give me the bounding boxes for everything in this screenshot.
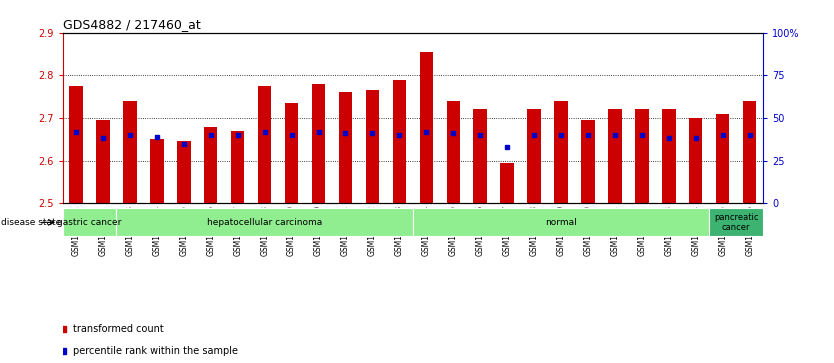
Bar [63, 208, 117, 236]
Bar [420, 52, 433, 203]
Text: transformed count: transformed count [73, 324, 163, 334]
Bar [636, 109, 649, 203]
Bar [123, 101, 137, 203]
Bar [474, 109, 487, 203]
Bar [96, 120, 110, 203]
Bar [716, 114, 730, 203]
Text: hepatocellular carcinoma: hepatocellular carcinoma [207, 218, 322, 227]
Bar [662, 109, 676, 203]
Bar [339, 93, 352, 203]
Bar [581, 120, 595, 203]
Text: GDS4882 / 217460_at: GDS4882 / 217460_at [63, 19, 200, 32]
Bar [365, 90, 379, 203]
Bar [527, 109, 540, 203]
Text: percentile rank within the sample: percentile rank within the sample [73, 346, 238, 356]
Bar [177, 142, 190, 203]
Bar [285, 103, 299, 203]
Bar [743, 101, 756, 203]
Bar [393, 79, 406, 203]
Text: gastric cancer: gastric cancer [58, 218, 122, 227]
Bar [150, 139, 163, 203]
Bar [231, 131, 244, 203]
Text: disease state: disease state [1, 218, 61, 227]
Bar [446, 101, 460, 203]
Bar [204, 126, 218, 203]
Text: pancreatic
cancer: pancreatic cancer [714, 213, 758, 232]
Bar [608, 109, 621, 203]
Bar [709, 208, 763, 236]
Bar [413, 208, 709, 236]
Bar [258, 86, 271, 203]
Bar [117, 208, 413, 236]
Bar [689, 118, 702, 203]
Bar [312, 84, 325, 203]
Bar [555, 101, 568, 203]
Text: normal: normal [545, 218, 577, 227]
Bar [69, 86, 83, 203]
Bar [500, 163, 514, 203]
